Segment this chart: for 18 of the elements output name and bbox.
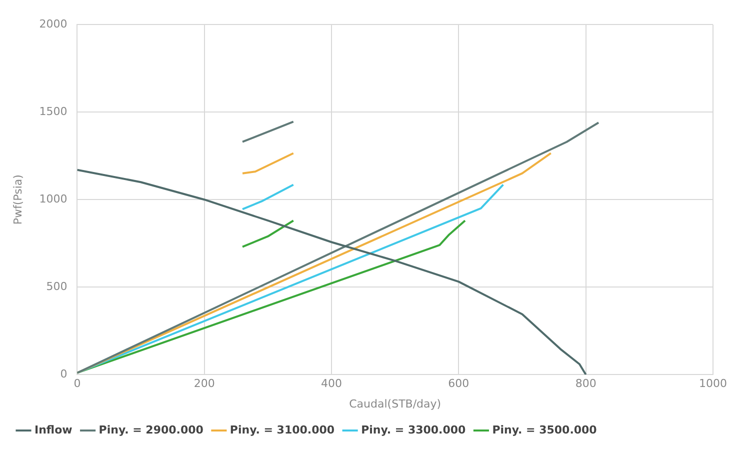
legend-label: Piny. = 2900.000 [98, 423, 204, 436]
x-tick-label: 200 [194, 377, 215, 390]
x-tick-label: 600 [448, 377, 470, 390]
y-tick-label: 0 [60, 367, 68, 380]
y-axis-title: Pwf(Psia) [11, 174, 24, 225]
x-tick-label: 400 [321, 377, 342, 390]
legend-label: Inflow [34, 423, 72, 436]
y-tick-label: 2000 [39, 17, 68, 30]
y-tick-label: 1500 [39, 104, 68, 118]
legend-label: Piny. = 3100.000 [230, 423, 335, 436]
legend-label: Piny. = 3500.000 [492, 423, 598, 436]
x-tick-label: 1000 [699, 377, 728, 390]
x-axis-title: Caudal(STB/day) [349, 397, 442, 410]
x-tick-label: 0 [74, 377, 81, 390]
x-tick-label: 800 [575, 377, 596, 390]
y-tick-label: 500 [46, 280, 68, 293]
legend-label: Piny. = 3300.000 [361, 423, 466, 436]
y-tick-label: 1000 [39, 192, 68, 206]
